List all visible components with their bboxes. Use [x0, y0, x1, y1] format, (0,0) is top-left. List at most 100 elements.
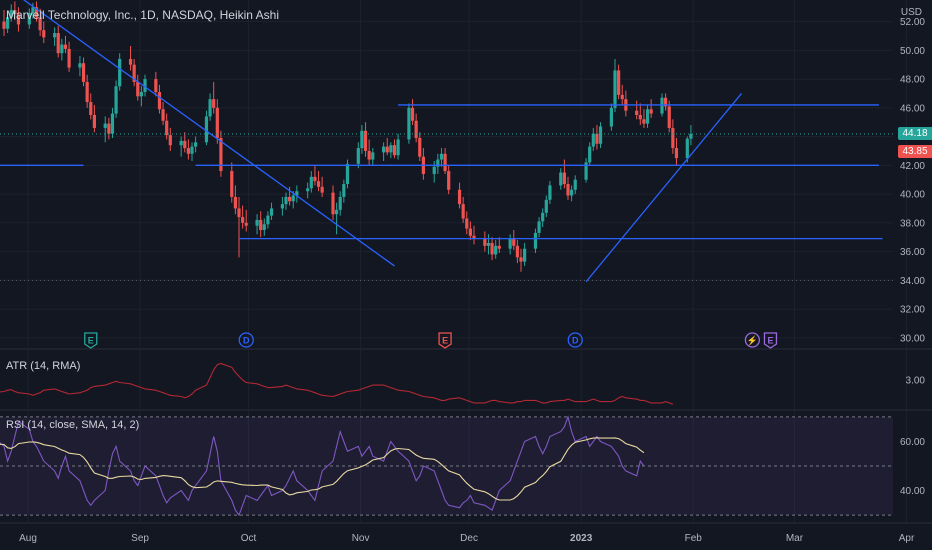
candle-body	[237, 208, 241, 218]
candle-body	[595, 133, 599, 144]
candle-body	[204, 116, 209, 143]
candle-body	[432, 166, 436, 174]
x-tick-label: Nov	[352, 533, 370, 544]
earnings-icon	[84, 332, 98, 349]
candle-body	[443, 153, 447, 172]
candle-body	[396, 139, 400, 156]
candle-body	[635, 110, 639, 115]
candle-body	[584, 162, 588, 180]
candle-body	[617, 70, 621, 95]
candle-body	[570, 189, 574, 196]
candle-body	[335, 209, 339, 215]
candle-body	[382, 146, 386, 153]
y-tick-label: 52.00	[900, 17, 925, 28]
candle-body	[385, 146, 389, 153]
y-tick-label: 32.00	[900, 305, 925, 316]
candle-body	[157, 92, 162, 110]
candle-body	[559, 172, 563, 186]
x-tick-label: Sep	[131, 533, 149, 544]
candle-body	[81, 63, 86, 82]
candle-body	[103, 123, 107, 128]
candle-body	[2, 21, 6, 29]
rsi-line	[0, 415, 645, 517]
atr-line	[0, 362, 673, 405]
event-letter: ⚡	[747, 335, 758, 347]
x-tick-label: Oct	[241, 533, 257, 544]
candle-body	[468, 228, 472, 236]
candle-body	[360, 130, 364, 149]
candle-body	[34, 7, 39, 18]
event-letter: E	[88, 336, 94, 346]
candle-body	[194, 142, 198, 147]
dividend-icon	[567, 332, 583, 348]
candle-body	[497, 245, 501, 249]
y-tick-label: 34.00	[900, 276, 925, 287]
candle-body	[591, 133, 595, 147]
y-tick-label: 40.00	[900, 190, 925, 201]
candle-body	[139, 92, 143, 97]
candle-body	[186, 148, 190, 154]
candle-body	[165, 120, 169, 136]
candle-body	[613, 70, 617, 108]
candle-body	[284, 196, 288, 205]
candle-body	[363, 130, 368, 151]
candle-body	[674, 148, 679, 159]
candle-body	[161, 109, 165, 121]
split-icon	[744, 332, 761, 348]
rsi-title: RSI (14, close, SMA, 14, 2)	[6, 419, 140, 431]
candle-body	[371, 152, 375, 160]
event-letter: E	[442, 336, 448, 346]
candle-body	[486, 242, 491, 246]
candle-body	[342, 184, 346, 197]
candle-body	[38, 17, 42, 31]
event-markers: E D E D ⚡ E	[84, 332, 778, 349]
earnings-icon	[438, 332, 452, 349]
candle-body	[664, 97, 668, 107]
candle-body	[255, 219, 259, 226]
candle-body	[541, 212, 545, 222]
candle-body	[620, 94, 624, 100]
candle-body	[515, 245, 519, 258]
earnings-icon	[763, 332, 778, 349]
candle-body	[179, 140, 183, 146]
chart-title: Marvell Technology, Inc., 1D, NASDAQ, He…	[6, 8, 279, 22]
candle-body	[689, 133, 693, 139]
candle-body	[89, 102, 93, 115]
currency-label: USD	[900, 7, 922, 18]
dividend-icon	[238, 332, 254, 348]
candle-body	[132, 64, 136, 82]
candle-body	[143, 79, 147, 92]
candle-body	[259, 219, 263, 230]
candle-body	[447, 171, 451, 190]
candle-body	[295, 191, 299, 196]
candle-body	[389, 145, 393, 153]
candle-body	[168, 135, 172, 146]
candle-body	[566, 184, 570, 196]
close-price-tag: 44.18	[898, 126, 932, 140]
candle-body	[439, 153, 444, 160]
candle-body	[110, 113, 115, 134]
candle-body	[215, 107, 219, 138]
candle-body	[288, 196, 292, 202]
price-pane	[0, 1, 893, 281]
event-letter: D	[572, 336, 579, 346]
candle-body	[280, 204, 284, 209]
candle-body	[642, 119, 646, 124]
atr-title: ATR (14, RMA)	[6, 360, 81, 372]
candle-body	[291, 195, 295, 202]
candle-body	[233, 196, 237, 209]
candle-body	[309, 176, 313, 189]
candle-body	[338, 196, 342, 210]
y-tick-label: 30.00	[900, 333, 925, 344]
candle-body	[671, 127, 675, 149]
candle-body	[508, 238, 512, 249]
candle-body	[16, 14, 21, 25]
candle-body	[667, 106, 671, 128]
candle-body	[490, 242, 494, 255]
y-tick-label: 48.00	[900, 75, 925, 86]
x-tick-label: Apr	[899, 533, 915, 544]
candle-body	[154, 79, 158, 92]
candle-body	[461, 204, 465, 219]
atr-tick-label: 3.00	[906, 376, 926, 387]
candle-body	[494, 245, 498, 255]
